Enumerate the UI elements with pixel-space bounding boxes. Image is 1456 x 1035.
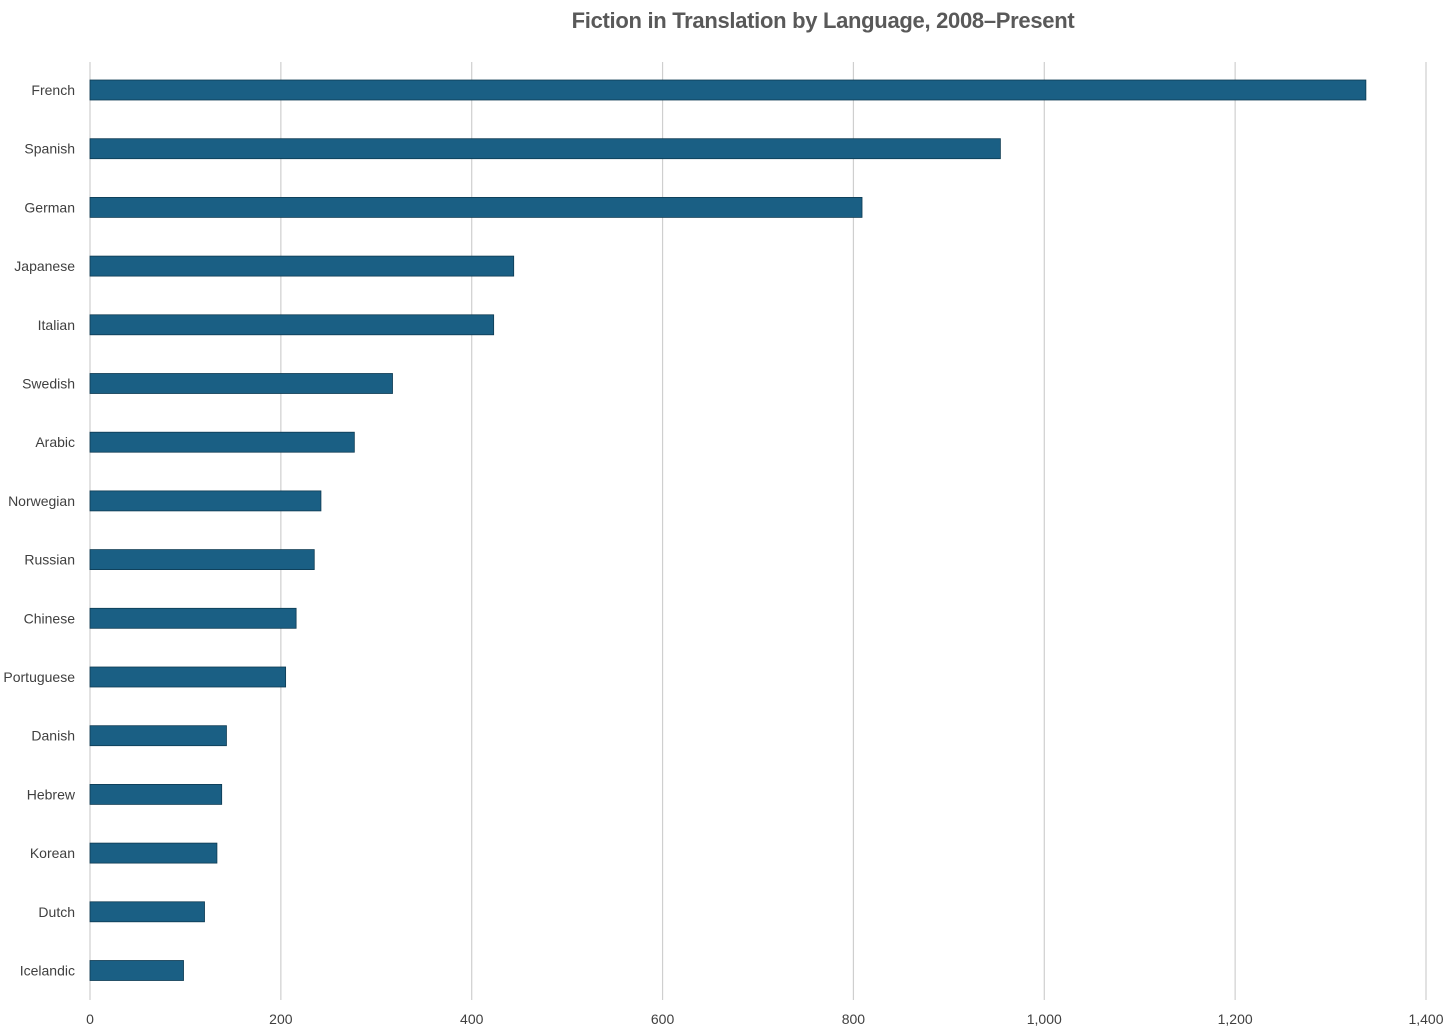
x-tick-labels: 0 200 400 600 800 1,000 1,200 1,400 (86, 1011, 1444, 1027)
bar-norwegian (89, 490, 322, 512)
bar-hebrew (89, 784, 223, 805)
category-label-french: French (31, 82, 75, 98)
x-tick-label: 800 (842, 1011, 866, 1027)
category-label-arabic: Arabic (35, 434, 75, 450)
bars (89, 79, 1367, 981)
bar-french (89, 79, 1367, 101)
bar-swedish (89, 373, 393, 394)
category-label-korean: Korean (30, 845, 75, 861)
bar-german (89, 196, 863, 218)
bar-arabic (89, 431, 355, 453)
category-label-portuguese: Portuguese (3, 669, 75, 685)
category-label-danish: Danish (31, 728, 75, 744)
x-tick-label: 200 (269, 1011, 293, 1027)
category-label-japanese: Japanese (14, 258, 75, 274)
x-tick-label: 1,000 (1027, 1011, 1062, 1027)
x-tick-label: 1,200 (1218, 1011, 1253, 1027)
category-labels: French Spanish German Japanese Italian Swedis… (3, 82, 75, 979)
category-label-italian: Italian (38, 317, 75, 333)
bar-dutch (89, 901, 205, 923)
gridlines (89, 62, 1427, 1000)
x-tick-label: 0 (86, 1011, 94, 1027)
x-tick-label: 600 (651, 1011, 675, 1027)
bar-russian (89, 549, 315, 570)
category-label-dutch: Dutch (38, 904, 75, 920)
category-label-hebrew: Hebrew (27, 786, 76, 802)
bar-spanish (89, 138, 1001, 160)
x-tick-label: 1,400 (1408, 1011, 1443, 1027)
bar-danish (89, 725, 227, 747)
category-label-chinese: Chinese (24, 610, 76, 626)
bar-icelandic (89, 960, 184, 981)
category-label-icelandic: Icelandic (20, 963, 75, 979)
category-label-swedish: Swedish (22, 376, 75, 392)
category-label-spanish: Spanish (24, 141, 75, 157)
category-label-german: German (24, 199, 75, 215)
bar-portuguese (89, 666, 287, 688)
bar-italian (89, 314, 495, 336)
bar-korean (89, 842, 218, 864)
bar-chinese (89, 607, 297, 629)
chart-title: Fiction in Translation by Language, 2008… (571, 8, 1075, 33)
category-label-russian: Russian (24, 552, 75, 568)
category-label-norwegian: Norwegian (8, 493, 75, 509)
bar-japanese (89, 255, 515, 277)
x-tick-label: 400 (460, 1011, 484, 1027)
